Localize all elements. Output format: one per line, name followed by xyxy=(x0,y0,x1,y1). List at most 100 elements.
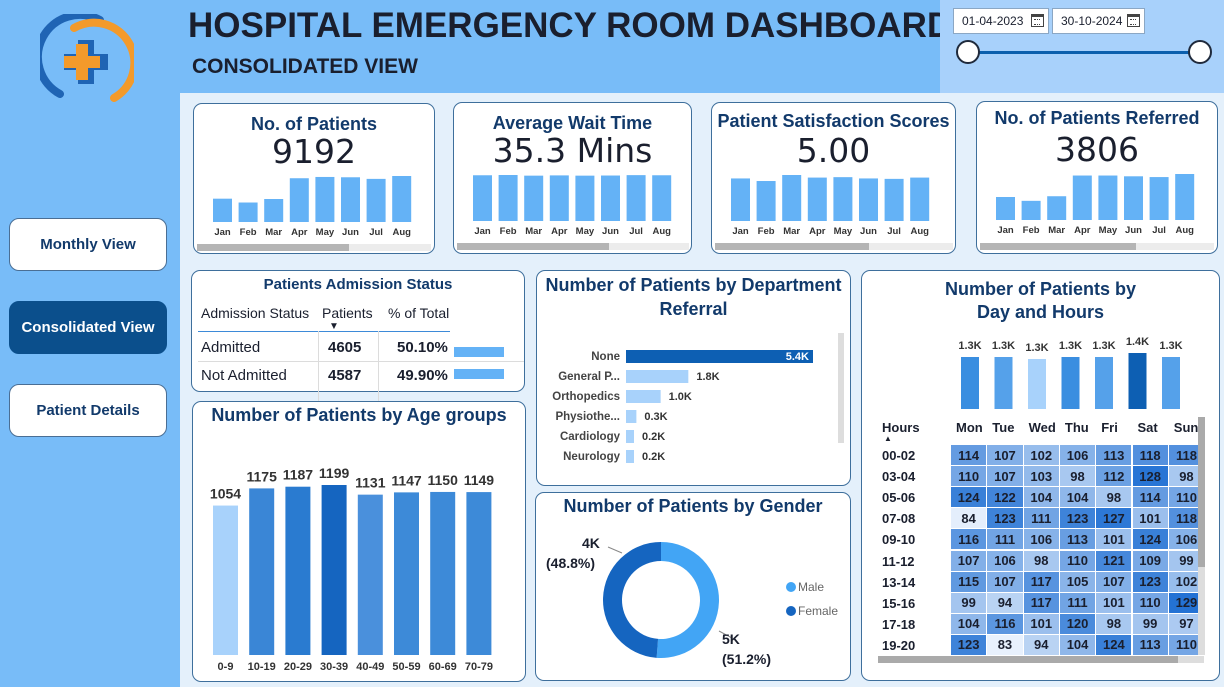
kpi-bar xyxy=(884,178,904,221)
vertical-scrollbar[interactable] xyxy=(1198,417,1205,655)
kpi-month-label: Jan xyxy=(997,225,1014,236)
heatmap-cell: 101 xyxy=(1132,508,1168,529)
heatmap-cell: 94 xyxy=(1023,634,1059,655)
heatmap-row-label: 17-18 xyxy=(882,616,916,632)
kpi-bar xyxy=(756,181,776,221)
heatmap-column-header[interactable]: Wed xyxy=(1028,420,1056,435)
gender-pct-label: (48.8%) xyxy=(546,555,595,571)
dept-category-label: Neurology xyxy=(563,451,620,463)
kpi-title: Average Wait Time xyxy=(492,113,653,133)
heatmap-cell: 118 xyxy=(1132,445,1168,466)
heatmap-cell: 115 xyxy=(951,571,987,592)
column-header-patients[interactable]: Patients xyxy=(322,305,373,321)
pct-data-bar xyxy=(454,369,504,379)
day-bar xyxy=(994,357,1013,409)
horizontal-scrollbar[interactable] xyxy=(457,243,689,250)
vertical-scrollbar[interactable] xyxy=(838,333,844,443)
kpi-bar xyxy=(524,175,544,221)
kpi-title: No. of Patients xyxy=(250,114,377,134)
dept-bar xyxy=(626,370,689,383)
column-header-pct[interactable]: % of Total xyxy=(388,305,450,321)
horizontal-scrollbar[interactable] xyxy=(878,656,1204,663)
kpi-month-label: Jan xyxy=(732,226,749,237)
gender-pct-label: (51.2%) xyxy=(722,651,771,667)
heatmap-cell: 123 xyxy=(987,508,1023,529)
horizontal-scrollbar[interactable] xyxy=(715,243,953,250)
gender-value-label: 4K xyxy=(582,535,600,551)
heatmap-column-header[interactable]: Sat xyxy=(1137,420,1158,435)
nav-patient-details[interactable]: Patient Details xyxy=(9,384,167,437)
pct-data-bar xyxy=(454,347,505,357)
heatmap-column-header[interactable]: Sun xyxy=(1173,420,1199,435)
department-bar-chart: None 5.4K General P... 1.8K Orthopedics 1.0K P… xyxy=(552,350,813,463)
heatmap-row-label: 00-02 xyxy=(882,448,916,463)
date-from-value: 01-04-2023 xyxy=(962,14,1024,28)
horizontal-scrollbar[interactable] xyxy=(980,243,1214,250)
kpi-card-wait-time: Average Wait Time 35.3 Mins Jan Feb Mar Apr… xyxy=(453,102,692,254)
heatmap-cell: 116 xyxy=(951,529,987,550)
kpi-month-label: Apr xyxy=(809,226,826,237)
dept-bar-value-label: 0.2K xyxy=(642,451,665,463)
sort-asc-icon[interactable]: ▲ xyxy=(884,434,892,443)
calendar-icon[interactable] xyxy=(1127,14,1140,27)
date-slider-end-handle[interactable] xyxy=(1188,40,1212,64)
heatmap-cell: 105 xyxy=(1059,571,1096,592)
column-header-status[interactable]: Admission Status xyxy=(201,305,310,321)
age-bar-value-label: 1187 xyxy=(283,467,314,483)
heatmap-cell: 117 xyxy=(1023,592,1059,613)
heatmap-cell: 106 xyxy=(1168,529,1205,550)
heatmap-cell: 98 xyxy=(1059,466,1096,487)
heatmap-cell: 98 xyxy=(1096,487,1132,508)
heatmap-column-header[interactable]: Tue xyxy=(992,420,1015,435)
kpi-month-label: Feb xyxy=(500,226,517,237)
nav-consolidated-view[interactable]: Consolidated View xyxy=(9,301,167,354)
heatmap-cell: 107 xyxy=(987,571,1023,592)
heatmap-row-label: 03-04 xyxy=(882,469,916,485)
horizontal-scrollbar[interactable] xyxy=(197,244,431,251)
dept-bar-value-label: 5.4K xyxy=(786,351,809,363)
date-from-input[interactable]: 01-04-2023 xyxy=(953,8,1049,34)
date-to-input[interactable]: 30-10-2024 xyxy=(1052,8,1145,34)
kpi-bar xyxy=(1175,174,1195,220)
age-category-label: 40-49 xyxy=(356,661,384,673)
dept-chart-title-line2: Referral xyxy=(659,299,728,319)
age-bar xyxy=(285,486,311,655)
dept-bar-value-label: 0.2K xyxy=(642,431,665,443)
kpi-month-label: Mar xyxy=(265,227,282,238)
dept-bar-value-label: 0.3K xyxy=(644,411,667,423)
heatmap-row-header[interactable]: Hours xyxy=(882,420,920,435)
kpi-month-label: Jun xyxy=(1125,225,1142,236)
admission-title: Patients Admission Status xyxy=(263,276,453,293)
heatmap-cell: 118 xyxy=(1168,445,1205,466)
heatmap-cell: 110 xyxy=(1168,634,1205,655)
heatmap-cell: 116 xyxy=(987,613,1023,634)
day-hours-card: Number of Patients by Day and Hours 1.3K… xyxy=(861,270,1220,681)
date-to-value: 30-10-2024 xyxy=(1061,14,1123,28)
heatmap-column-header[interactable]: Mon xyxy=(956,420,983,435)
nav-monthly-view[interactable]: Monthly View xyxy=(9,218,167,271)
age-bar xyxy=(466,492,492,655)
leader-line xyxy=(607,546,623,554)
kpi-month-label: Apr xyxy=(291,227,308,238)
kpi-card-satisfaction: Patient Satisfaction Scores 5.00 Jan Feb M… xyxy=(711,102,956,254)
date-slider-start-handle[interactable] xyxy=(956,40,980,64)
heatmap-cell: 104 xyxy=(951,613,987,634)
kpi-month-label: Jan xyxy=(214,227,231,238)
kpi-bar xyxy=(1021,200,1041,220)
kpi-bar xyxy=(575,175,595,221)
heatmap-column-header[interactable]: Thu xyxy=(1064,420,1089,435)
heatmap-column-header[interactable]: Fri xyxy=(1101,420,1118,435)
sidebar: Monthly View Consolidated View Patient D… xyxy=(0,0,180,687)
calendar-icon[interactable] xyxy=(1031,14,1044,27)
sort-desc-icon[interactable]: ▼ xyxy=(329,321,339,332)
kpi-bar xyxy=(264,199,284,222)
date-slider-track[interactable] xyxy=(968,51,1200,54)
legend-marker xyxy=(786,582,796,592)
kpi-month-label: Apr xyxy=(1074,225,1091,236)
heatmap-cell: 107 xyxy=(951,550,987,571)
kpi-mini-chart: Jan Feb Mar Apr May Jun Jul Aug xyxy=(996,174,1195,236)
heatmap-cell: 128 xyxy=(1132,466,1168,487)
heatmap-cell: 101 xyxy=(1096,592,1132,613)
heatmap-cell: 123 xyxy=(1132,571,1168,592)
heatmap-cell: 124 xyxy=(951,487,987,508)
